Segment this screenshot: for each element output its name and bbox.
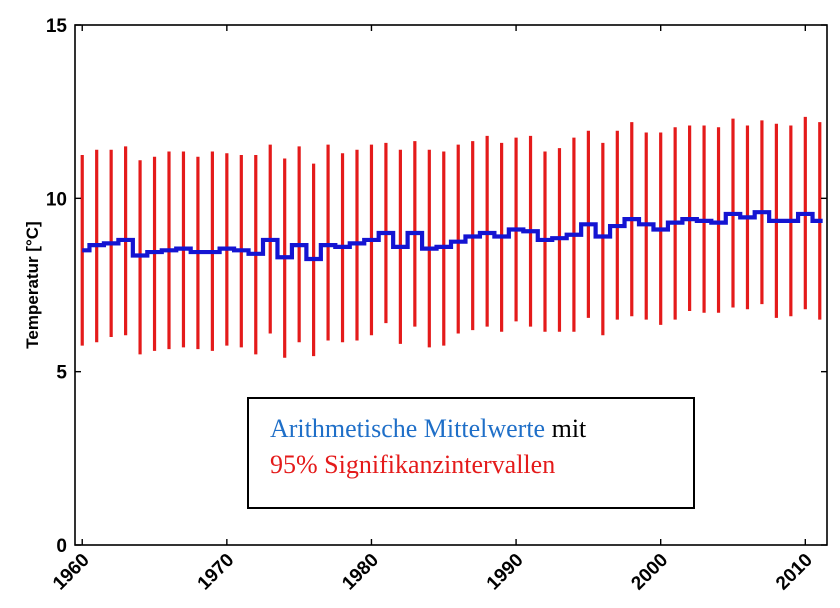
legend-interval-label: 95% Signifikanzintervallen — [270, 450, 555, 479]
x-tick-label: 1980 — [338, 550, 383, 595]
y-axis: 0 5 10 15 — [46, 16, 827, 557]
legend-frame — [247, 397, 695, 509]
legend-box: Arithmetische Mittelwerte mit 95% Signif… — [247, 397, 695, 509]
mean-line — [82, 210, 823, 262]
legend-line-1: Arithmetische Mittelwerte mit — [270, 414, 587, 443]
y-tick-label: 5 — [56, 363, 67, 384]
y-axis-label: Temperatur [°C] — [23, 221, 42, 348]
x-tick-label: 1970 — [194, 550, 239, 595]
y-tick-label: 15 — [46, 16, 68, 37]
x-tick-label: 2000 — [627, 550, 672, 595]
y-tick-label: 10 — [46, 189, 67, 210]
x-tick-label: 2010 — [772, 550, 817, 595]
plot-frame — [74, 24, 828, 546]
mean-line-group — [82, 210, 823, 262]
x-tick-label: 1990 — [483, 550, 528, 595]
y-tick-label: 0 — [56, 536, 67, 557]
legend-mean-label: Arithmetische Mittelwerte — [270, 414, 545, 443]
legend-mit-label: mit — [545, 414, 587, 443]
